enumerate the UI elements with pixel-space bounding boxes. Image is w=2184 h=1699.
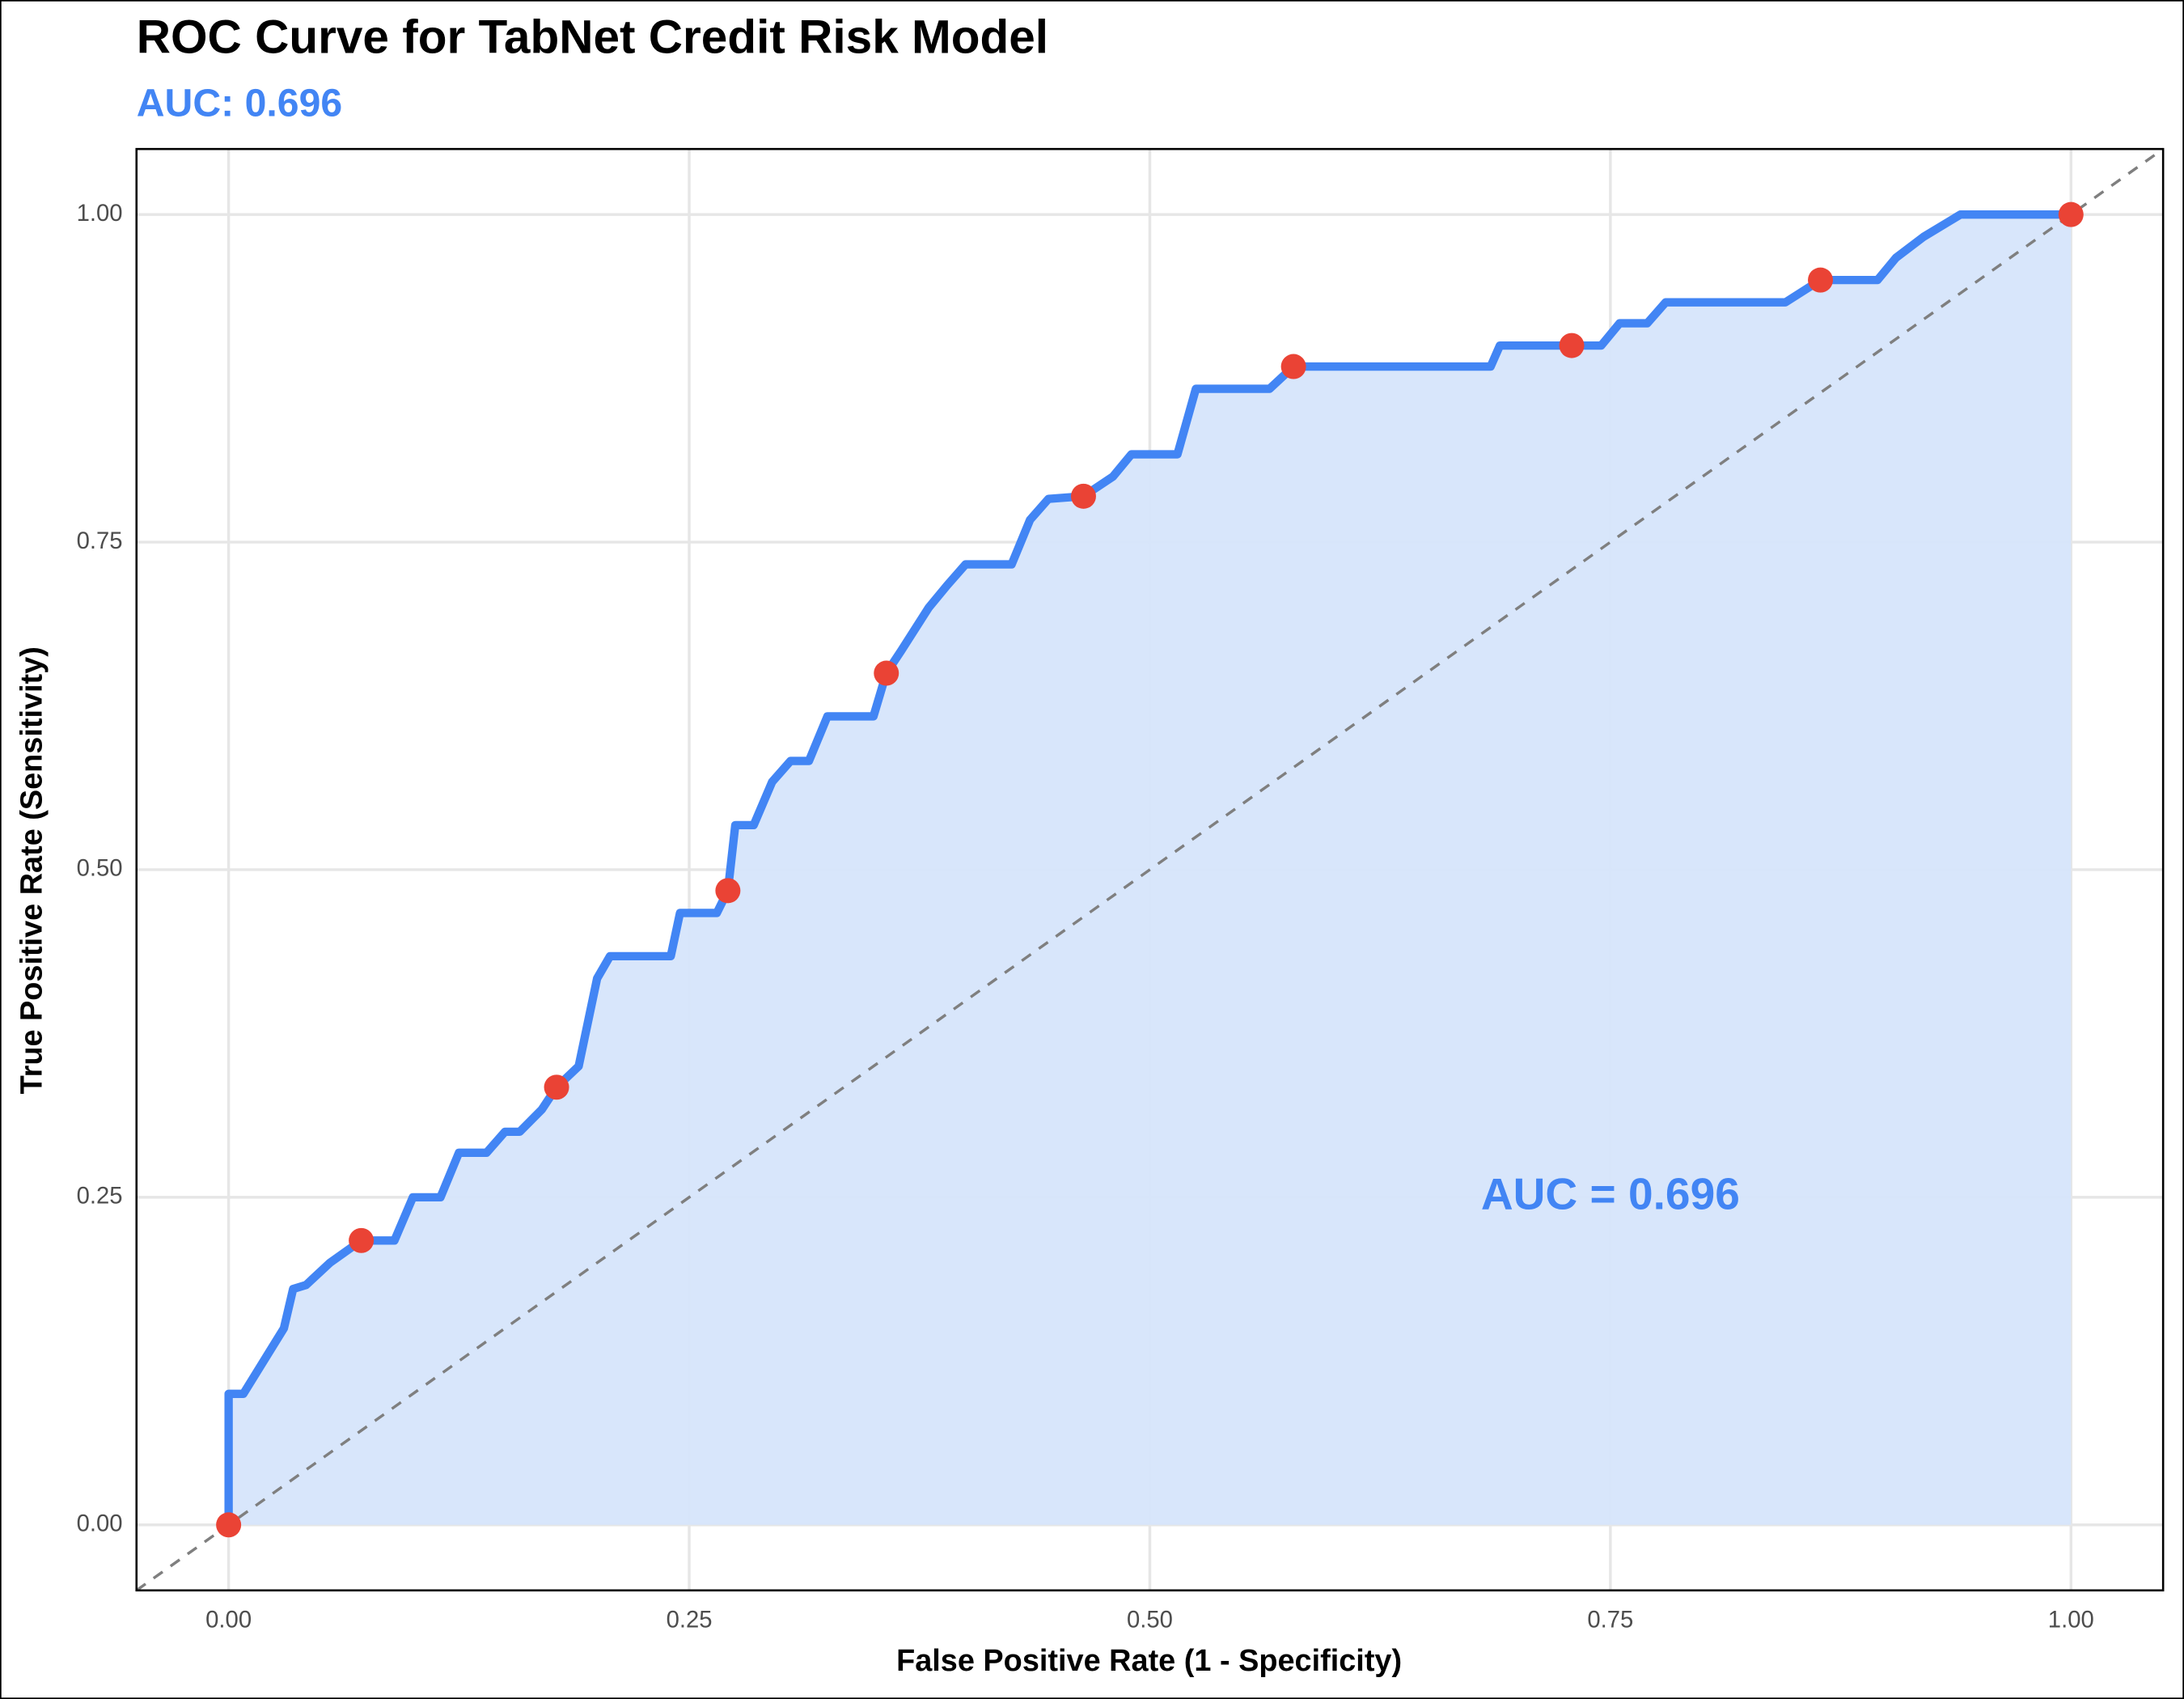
threshold-point	[715, 878, 741, 904]
chart-subtitle: AUC: 0.696	[137, 82, 342, 125]
annotation: AUC = 0.696	[1481, 1168, 1740, 1218]
threshold-point	[544, 1074, 569, 1100]
y-tick-label: 0.00	[77, 1510, 123, 1536]
chart-title: ROC Curve for TabNet Credit Risk Model	[137, 11, 1048, 63]
reference-line	[135, 147, 2165, 1592]
y-tick-label: 0.50	[77, 856, 123, 882]
y-tick-label: 0.25	[77, 1184, 123, 1210]
threshold-point	[874, 660, 899, 686]
x-tick-label: 0.75	[1587, 1607, 1633, 1633]
x-tick-label: 1.00	[2048, 1607, 2094, 1633]
y-tick-label: 1.00	[77, 201, 123, 227]
x-axis-label: False Positive Rate (1 - Specificity)	[896, 1644, 1402, 1678]
threshold-point	[349, 1227, 375, 1253]
threshold-point	[216, 1512, 242, 1538]
x-tick-label: 0.50	[1127, 1607, 1173, 1633]
threshold-point	[1070, 483, 1096, 509]
x-tick-label: 0.00	[205, 1607, 252, 1633]
roc-line	[224, 210, 2072, 1525]
x-tick-label: 0.25	[667, 1607, 713, 1633]
threshold-point	[1559, 333, 1585, 358]
threshold-point	[1808, 267, 1834, 293]
y-tick-label: 0.75	[77, 528, 123, 554]
threshold-point	[2058, 201, 2084, 227]
plot-border	[135, 147, 2165, 1592]
y-axis-label: True Positive Rate (Sensitivity)	[15, 646, 49, 1094]
threshold-point	[1280, 354, 1306, 379]
